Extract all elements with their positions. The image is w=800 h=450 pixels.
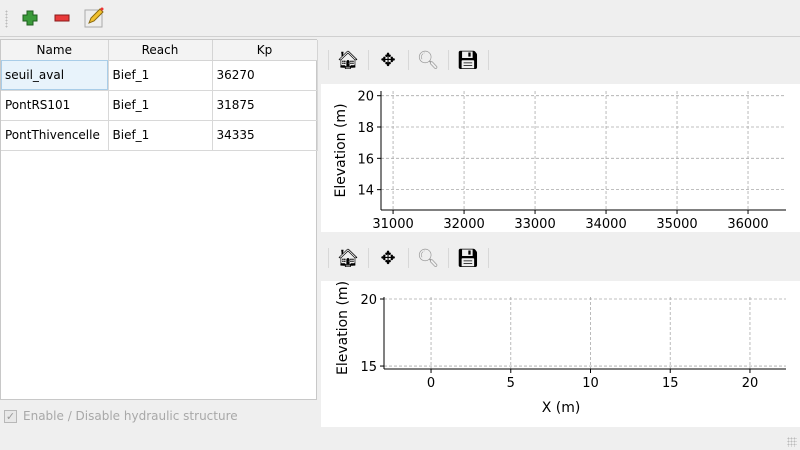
x-tick-label: 35000 [656,217,697,232]
x-axis-label: X (m) [542,400,581,416]
x-tick-label: 20 [742,376,759,391]
y-axis-label: Elevation (m) [335,281,351,375]
x-tick-label: 33000 [514,217,555,232]
y-tick-label: 14 [357,184,374,199]
x-tick-label: 0 [427,376,435,391]
zoom-icon: 🔍︎ [416,247,440,269]
home-button[interactable]: 🏠︎ [335,246,361,270]
save-button[interactable]: 💾︎ [455,48,481,72]
x-tick-label: 10 [582,376,599,391]
y-axis-label: Elevation (m) [333,103,349,197]
column-header-reach[interactable]: Reach [108,40,213,61]
x-tick-label: 36000 [727,217,768,232]
edit-button[interactable] [81,5,107,31]
home-icon: 🏠︎ [336,247,360,269]
profile-elevation-plot[interactable]: 0 5 10 15 20 15 20 Elevation (m) X (m) [321,281,800,427]
cell-reach[interactable]: Bief_1 [108,90,213,121]
pan-icon: ✥ [380,49,396,71]
table-row[interactable]: PontThivencelle Bief_1 34335 [1,120,318,151]
resize-grip[interactable] [787,437,797,447]
x-tick-label: 5 [507,376,515,391]
edit-icon [84,7,104,28]
save-button[interactable]: 💾︎ [455,246,481,270]
cell-kp[interactable]: 36270 [212,60,318,91]
cell-reach[interactable]: Bief_1 [108,60,213,91]
y-tick-label: 15 [360,360,377,375]
table-row[interactable]: seuil_aval Bief_1 36270 [1,60,318,91]
cell-name[interactable]: PontThivencelle [1,120,109,151]
home-button[interactable]: 🏠︎ [335,48,361,72]
column-header-name[interactable]: Name [1,40,109,61]
save-icon: 💾︎ [456,247,480,269]
table-row[interactable]: PontRS101 Bief_1 31875 [1,90,318,121]
home-icon: 🏠︎ [336,49,360,71]
x-tick-label: 32000 [443,217,484,232]
y-tick-label: 20 [360,293,377,308]
zoom-button[interactable]: 🔍︎ [415,246,441,270]
pan-icon: ✥ [380,247,396,269]
pan-button[interactable]: ✥ [375,246,401,270]
toolbar-grip[interactable] [5,10,8,28]
zoom-button[interactable]: 🔍︎ [415,48,441,72]
remove-button[interactable] [49,5,75,31]
checkbox-label: Enable / Disable hydraulic structure [23,409,238,423]
save-icon: 💾︎ [456,49,480,71]
x-tick-label: 31000 [372,217,413,232]
pan-button[interactable]: ✥ [375,48,401,72]
cell-kp[interactable]: 34335 [212,120,318,151]
add-icon [22,10,38,26]
column-header-kp[interactable]: Kp [212,40,318,61]
y-tick-label: 16 [357,152,374,167]
remove-icon [54,14,70,22]
enable-structure-checkbox[interactable]: ✓ Enable / Disable hydraulic structure [4,409,238,423]
structures-table: Name Reach Kp seuil_aval Bief_1 36270 Pont… [0,39,318,400]
y-tick-label: 20 [357,90,374,105]
cell-kp[interactable]: 31875 [212,90,318,121]
cell-name[interactable]: seuil_aval [1,60,109,91]
zoom-icon: 🔍︎ [416,49,440,71]
cell-reach[interactable]: Bief_1 [108,120,213,151]
y-tick-label: 18 [357,121,374,136]
plot-toolbar-profile: 🏠︎ ✥ 🔍︎ 💾︎ [320,240,800,276]
main-toolbar [0,0,800,37]
x-tick-label: 15 [662,376,679,391]
add-button[interactable] [17,5,43,31]
cell-name[interactable]: PontRS101 [1,90,109,121]
plot-toolbar-kp: 🏠︎ ✥ 🔍︎ 💾︎ [320,42,800,78]
x-tick-label: 34000 [585,217,626,232]
checkbox-box[interactable]: ✓ [4,409,17,423]
kp-elevation-plot[interactable]: 31000 32000 33000 34000 35000 36000 14 16 18 20 El… [321,84,800,232]
